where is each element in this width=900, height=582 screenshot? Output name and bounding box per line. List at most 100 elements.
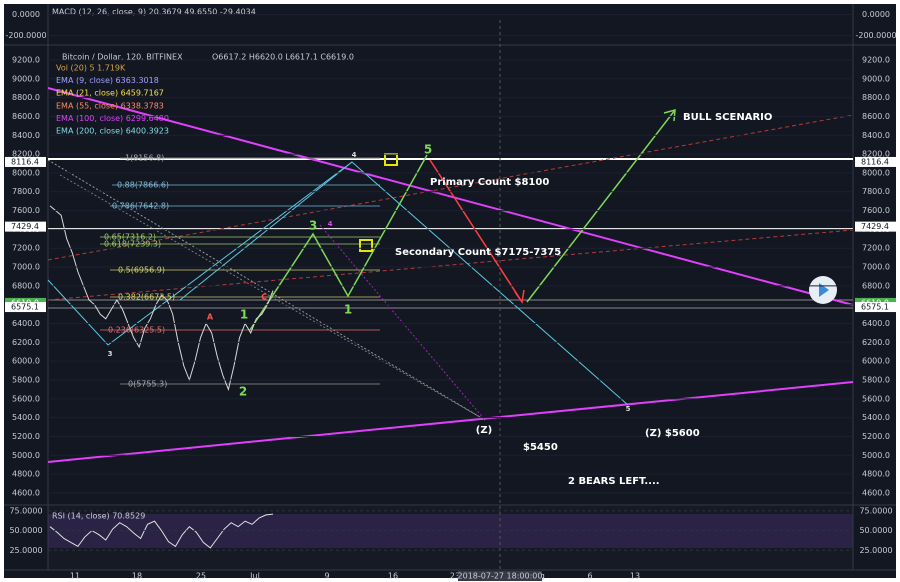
y-tick-label: 5600.0 bbox=[12, 394, 40, 403]
y-tick-label: 8200.0 bbox=[12, 150, 40, 159]
y-tick-label: 4800.0 bbox=[12, 470, 40, 479]
y-tick-label: 4600.0 bbox=[862, 488, 890, 497]
y-tick-label: 6400.0 bbox=[862, 319, 890, 328]
legend-entry: EMA (100, close) 6299.6480 bbox=[56, 114, 169, 123]
y-tick-label: 7200.0 bbox=[12, 244, 40, 253]
price-label-box bbox=[5, 302, 46, 313]
rsi-tick-label: 25.0000 bbox=[9, 546, 42, 555]
y-tick-label: 8400.0 bbox=[12, 131, 40, 140]
fib-label: 0.88(7866.6) bbox=[117, 181, 169, 190]
y-tick-label: 5800.0 bbox=[12, 376, 40, 385]
y-tick-label: 7200.0 bbox=[862, 244, 890, 253]
y-tick-label: 9200.0 bbox=[12, 55, 40, 64]
rsi-tick-label: 50.0000 bbox=[9, 526, 42, 535]
macd-title: MACD (12, 26, close, 9) 20.3679 49.6550 … bbox=[52, 8, 256, 17]
fib-label: 1(8156.8) bbox=[125, 154, 164, 163]
legend-entry: EMA (9, close) 6363.3018 bbox=[56, 76, 159, 85]
y-tick-label: 4800.0 bbox=[862, 470, 890, 479]
y-tick-label: 6800.0 bbox=[12, 281, 40, 290]
price-label-box bbox=[5, 221, 46, 232]
y-tick-label: 9200.0 bbox=[862, 55, 890, 64]
y-tick-label: 8800.0 bbox=[12, 93, 40, 102]
annotation: BULL SCENARIO bbox=[683, 112, 772, 123]
y-tick-label: 6400.0 bbox=[12, 319, 40, 328]
fib-label: 0.5(6956.9) bbox=[118, 266, 165, 275]
price-label: 7429.4 bbox=[861, 222, 889, 231]
y-tick-label: 5400.0 bbox=[12, 413, 40, 422]
macd-tick-label: -200.0000 bbox=[5, 31, 46, 40]
y-tick-label: 6800.0 bbox=[862, 281, 890, 290]
annotation: (Z) $5600 bbox=[645, 428, 700, 439]
x-tick-label: Jul bbox=[249, 572, 260, 581]
y-tick-label: 5400.0 bbox=[862, 413, 890, 422]
wave-label: 3 bbox=[309, 219, 317, 233]
y-tick-label: 9000.0 bbox=[12, 74, 40, 83]
y-tick-label: 8000.0 bbox=[12, 168, 40, 177]
macd-tick-label: 0.0000 bbox=[12, 10, 40, 19]
wave-label: 3 bbox=[108, 350, 113, 358]
x-tick-label: 23 bbox=[450, 572, 460, 581]
y-tick-label: 6200.0 bbox=[12, 338, 40, 347]
wave-label: 5 bbox=[424, 143, 432, 157]
ohlc: O6617.2 H6620.0 L6617.1 C6619.0 bbox=[212, 53, 354, 62]
y-tick-label: 5600.0 bbox=[862, 394, 890, 403]
price-label-box bbox=[855, 302, 896, 313]
y-tick-label: 5000.0 bbox=[12, 451, 40, 460]
x-tick-label: 13 bbox=[630, 572, 640, 581]
wave-label: A bbox=[207, 313, 214, 322]
y-tick-label: 8800.0 bbox=[862, 93, 890, 102]
y-tick-label: 6000.0 bbox=[862, 357, 890, 366]
y-tick-label: 9000.0 bbox=[862, 74, 890, 83]
wave-label: 4 bbox=[328, 220, 333, 228]
crosshair-box bbox=[458, 571, 542, 581]
rsi-line bbox=[49, 513, 274, 549]
y-tick-label: 7600.0 bbox=[12, 206, 40, 215]
wave-label: 2 bbox=[239, 385, 247, 399]
wave-label: 5 bbox=[626, 405, 631, 413]
fib-label: 0.236(6325.5) bbox=[108, 326, 165, 335]
price-label-box bbox=[855, 221, 896, 232]
annotation: Secondary Count $7175-7375 bbox=[395, 247, 561, 258]
wave-label: 1 bbox=[344, 303, 352, 317]
annotation: (Z) bbox=[476, 425, 492, 436]
x-tick-label: 18 bbox=[132, 572, 142, 581]
fib-label: 0.786(7642.8) bbox=[112, 202, 169, 211]
rsi-tick-label: 75.0000 bbox=[9, 506, 42, 515]
y-tick-label: 4600.0 bbox=[12, 488, 40, 497]
price-label-box bbox=[855, 156, 896, 167]
wave-label: C bbox=[261, 293, 267, 302]
y-tick-label: 5800.0 bbox=[862, 376, 890, 385]
y-tick-label: 7600.0 bbox=[862, 206, 890, 215]
price-label-box bbox=[5, 156, 46, 167]
crosshair-label: 2018-07-27 18:00:00 bbox=[458, 572, 543, 581]
macd-tick-label: -200.0000 bbox=[855, 31, 896, 40]
y-tick-label: 5200.0 bbox=[12, 432, 40, 441]
y-tick-label: 8000.0 bbox=[862, 168, 890, 177]
y-tick-label: 7800.0 bbox=[12, 187, 40, 196]
rsi-tick-label: 50.0000 bbox=[859, 526, 892, 535]
chart-title: Bitcoin / Dollar, 120, BITFINEX bbox=[62, 53, 183, 62]
x-tick-label: 11 bbox=[70, 572, 80, 581]
fib-label: 0.65(7316.2) bbox=[104, 233, 156, 242]
price-label: 8116.4 bbox=[11, 157, 39, 166]
price-line bbox=[49, 205, 274, 392]
fib-label: 0.382(6673.5) bbox=[118, 293, 175, 302]
y-tick-label: 7000.0 bbox=[862, 263, 890, 272]
y-tick-label: 7800.0 bbox=[862, 187, 890, 196]
y-tick-label: 8600.0 bbox=[12, 112, 40, 121]
legend-entry: EMA (55, close) 6338.3783 bbox=[56, 101, 164, 110]
x-tick-label: 6 bbox=[587, 572, 592, 581]
annotation: $5450 bbox=[523, 442, 558, 453]
y-tick-label: 6200.0 bbox=[862, 338, 890, 347]
legend-entry: EMA (200, close) 6400.3923 bbox=[56, 127, 169, 136]
price-label: 6575.1 bbox=[11, 303, 39, 312]
fib-label: 0(5755.3) bbox=[128, 380, 167, 389]
annotation: Primary Count $8100 bbox=[430, 177, 549, 188]
rsi-tick-label: 25.0000 bbox=[859, 546, 892, 555]
fib-label: 0.618(7239.3) bbox=[104, 240, 161, 249]
y-tick-label: 5200.0 bbox=[862, 432, 890, 441]
macd-tick-label: 0.0000 bbox=[862, 10, 890, 19]
x-tick-label: 9 bbox=[324, 572, 329, 581]
y-tick-label: 5000.0 bbox=[862, 451, 890, 460]
